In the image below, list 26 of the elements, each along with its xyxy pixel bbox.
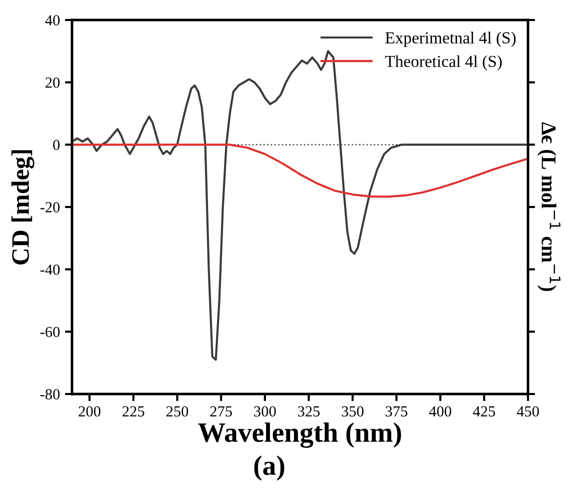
y-axis-title: CD [mdeg] (11, 150, 34, 264)
x-tick-label: 350 (342, 406, 364, 417)
x-tick-label: 450 (516, 406, 539, 417)
y-tick-label: -80 (40, 389, 60, 400)
y-tick-label: 0 (53, 140, 60, 150)
legend-label: Experimetnal 4l (S) (385, 32, 516, 47)
text: (a) (254, 455, 284, 481)
x-tick-label: 325 (298, 406, 320, 417)
x-tick-label: 275 (210, 406, 232, 417)
x-tick-label: 375 (386, 406, 408, 417)
y-tick-label: 40 (45, 15, 60, 26)
x-tick-label: 300 (254, 406, 276, 417)
y-tick-label: 20 (46, 77, 60, 88)
y2-axis-title: Δϵ (L mol$^{−1}$ cm$^{−1}$) (537, 122, 560, 292)
y-tick-label: -20 (40, 202, 60, 212)
legend-label: Theoretical 4l (S) (385, 55, 502, 70)
y-tick-label: -60 (40, 326, 60, 338)
x-tick-label: 225 (122, 406, 144, 417)
x-tick-label: 400 (429, 406, 452, 417)
x-tick-label: 200 (78, 406, 100, 417)
x-tick-label: 250 (166, 406, 188, 417)
y-tick-label: -40 (40, 264, 60, 275)
x-axis-title: Wavelength (nm) (198, 422, 402, 448)
line-series (72, 50, 528, 361)
x-tick-label: 425 (472, 406, 496, 417)
line-series (72, 144, 528, 198)
